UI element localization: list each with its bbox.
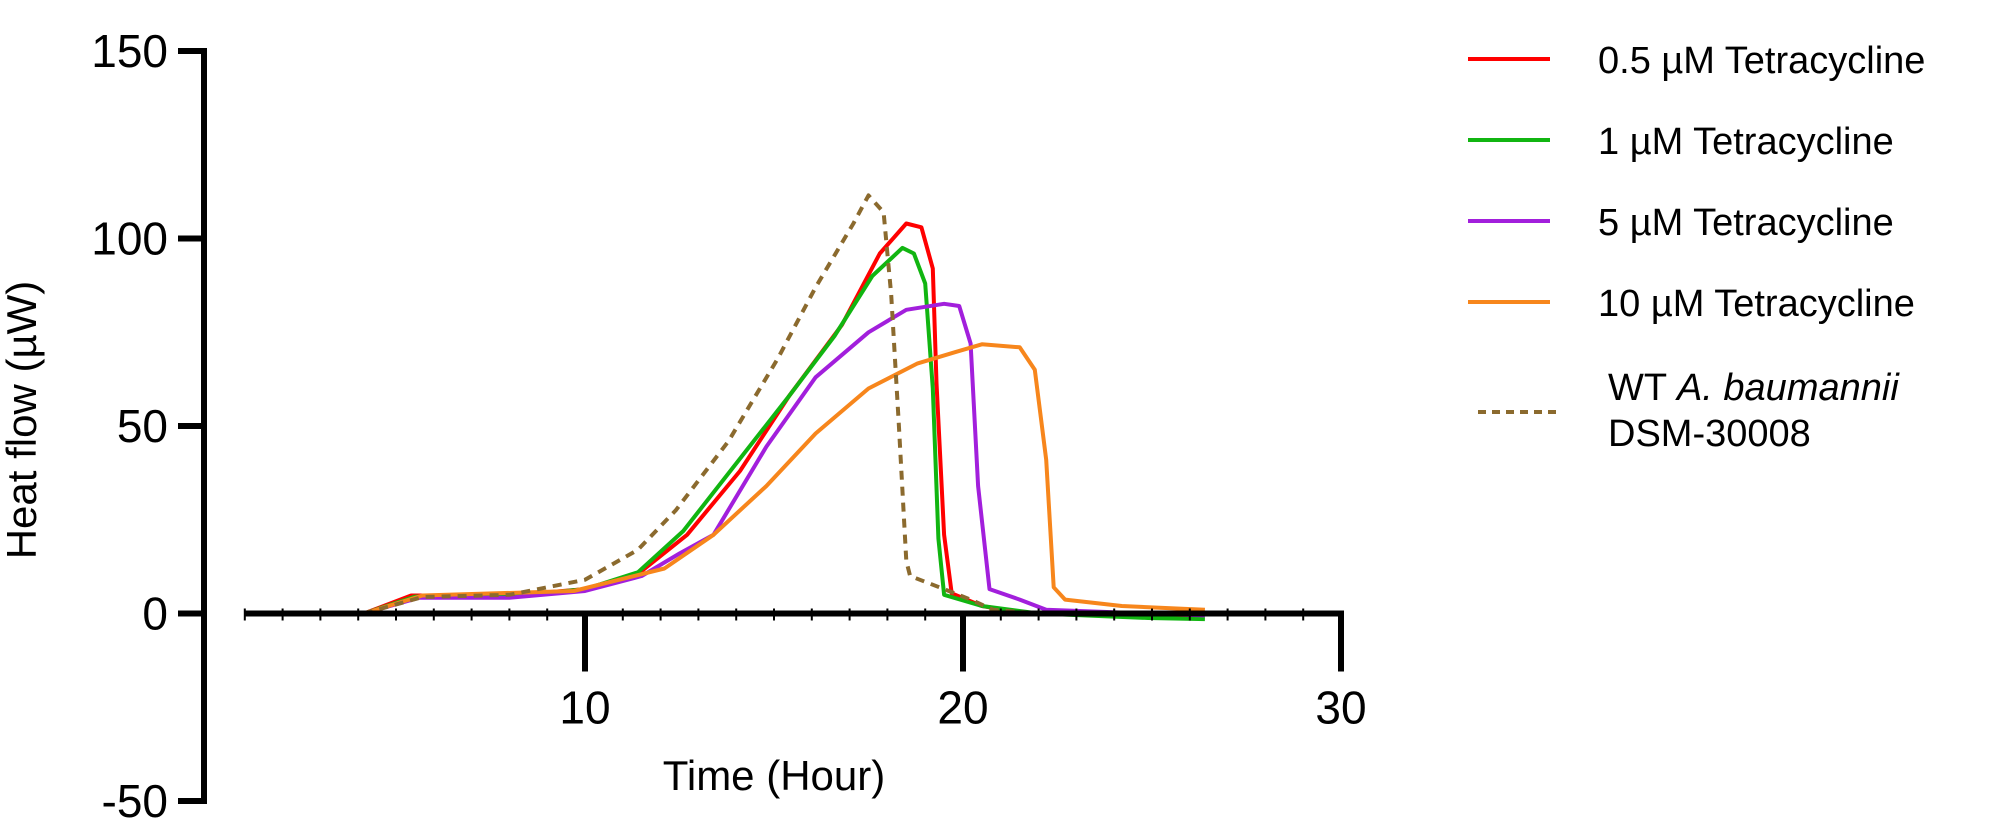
x-axis-label: Time (Hour) [663, 752, 885, 799]
y-axis-label: Heat flow (µW) [0, 281, 45, 560]
series-line-2 [363, 301, 1205, 618]
y-tick-label: 0 [142, 588, 168, 640]
y-tick-label: 50 [117, 400, 168, 452]
series-line-1 [363, 245, 1205, 622]
legend-label-4-italic: A. baumannii [1675, 367, 1900, 409]
y-tick-label: 150 [91, 25, 168, 77]
legend-label-3: 10 µM Tetracycline [1598, 283, 1915, 325]
y-tick-label: -50 [102, 775, 168, 825]
x-tick-label: 30 [1315, 682, 1366, 734]
legend-label-2: 5 µM Tetracycline [1598, 202, 1894, 244]
legend-label-1: 1 µM Tetracycline [1598, 121, 1894, 163]
legend-label-4: WT A. baumannii [1608, 367, 1900, 409]
x-tick-label: 10 [559, 682, 610, 734]
legend-label-0: 0.5 µM Tetracycline [1598, 40, 1925, 82]
legend-label-4-prefix: WT [1608, 367, 1677, 409]
x-tick-label: 20 [937, 682, 988, 734]
y-tick-label: 100 [91, 213, 168, 265]
legend: 0.5 µM Tetracycline 1 µM Tetracycline 5 … [1468, 40, 1925, 455]
series-layer [363, 193, 1205, 622]
legend-label-4-line2: DSM-30008 [1608, 413, 1811, 455]
axes: 150 100 50 0 -50 10 20 30 [91, 25, 1366, 827]
series-line-4 [363, 193, 1039, 616]
series-line-3 [363, 342, 1205, 616]
